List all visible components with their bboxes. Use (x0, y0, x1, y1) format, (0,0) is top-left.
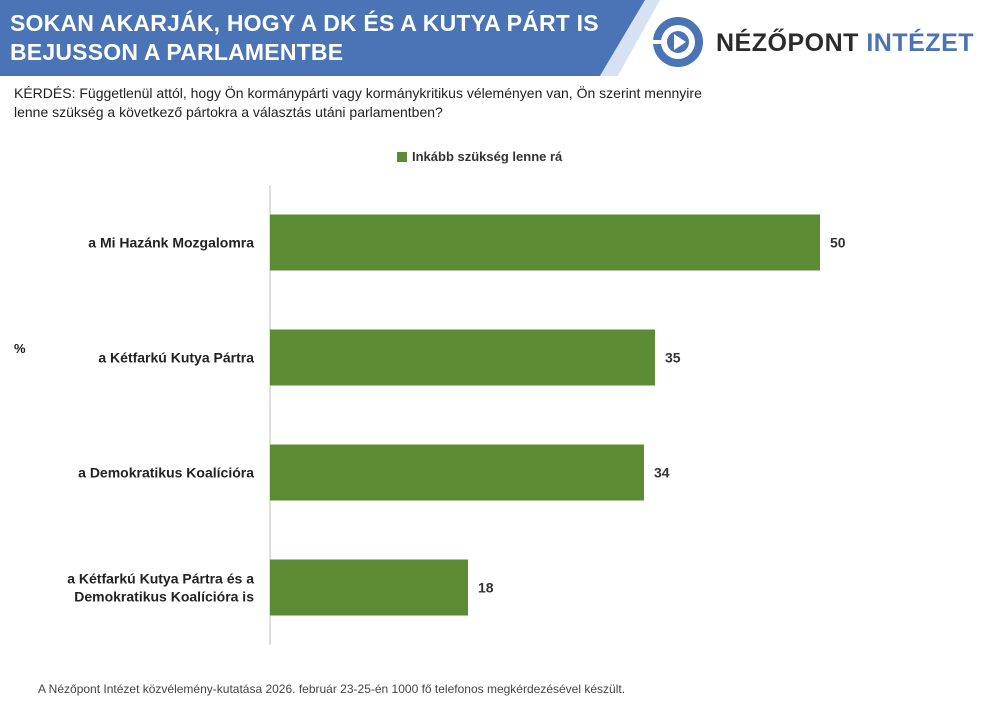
bar-0 (270, 214, 820, 271)
category-label-3-line1: a Kétfarkú Kutya Pártra és a (67, 571, 254, 587)
nezopont-logo-icon (652, 17, 703, 67)
bar-3 (270, 559, 468, 616)
survey-question: KÉRDÉS: Függetlenül attól, hogy Ön kormá… (14, 84, 814, 122)
legend-label: Inkább szükség lenne rá (412, 149, 563, 164)
page-title-line2: BEJUSSON A PARLAMENTBE (10, 39, 344, 65)
logo-name-part1: NÉZŐPONT (716, 29, 859, 57)
category-label-0: a Mi Hazánk Mozgalomra (88, 235, 254, 251)
page-title: SOKAN AKARJÁK, HOGY A DK ÉS A KUTYA PÁRT… (10, 9, 620, 67)
logo: NÉZŐPONT INTÉZET (650, 14, 980, 70)
survey-question-line1: KÉRDÉS: Függetlenül attól, hogy Ön kormá… (14, 85, 702, 101)
unit-label: % (14, 341, 26, 356)
bar-1 (270, 329, 655, 386)
footer-note: A Nézőpont Intézet közvélemény-kutatása … (38, 682, 626, 696)
legend-swatch (397, 151, 407, 162)
logo-name-part2: INTÉZET (866, 29, 975, 57)
data-label-2: 34 (654, 465, 670, 481)
data-label-1: 35 (665, 350, 681, 366)
category-label-1: a Kétfarkú Kutya Pártra (98, 350, 254, 366)
bar-2 (270, 444, 644, 501)
title-banner (0, 0, 645, 76)
category-label-3-line2: Demokratikus Koalícióra is (74, 589, 254, 605)
category-label-2: a Demokratikus Koalícióra (78, 465, 254, 481)
data-label-0: 50 (830, 235, 846, 251)
survey-question-line2: lenne szükség a következő pártokra a vál… (14, 104, 443, 120)
data-label-3: 18 (478, 580, 494, 596)
page-title-line1: SOKAN AKARJÁK, HOGY A DK ÉS A KUTYA PÁRT… (10, 10, 599, 36)
chart-legend: Inkább szükség lenne rá (397, 149, 562, 164)
logo-wordmark: NÉZŐPONT INTÉZET (716, 29, 974, 58)
